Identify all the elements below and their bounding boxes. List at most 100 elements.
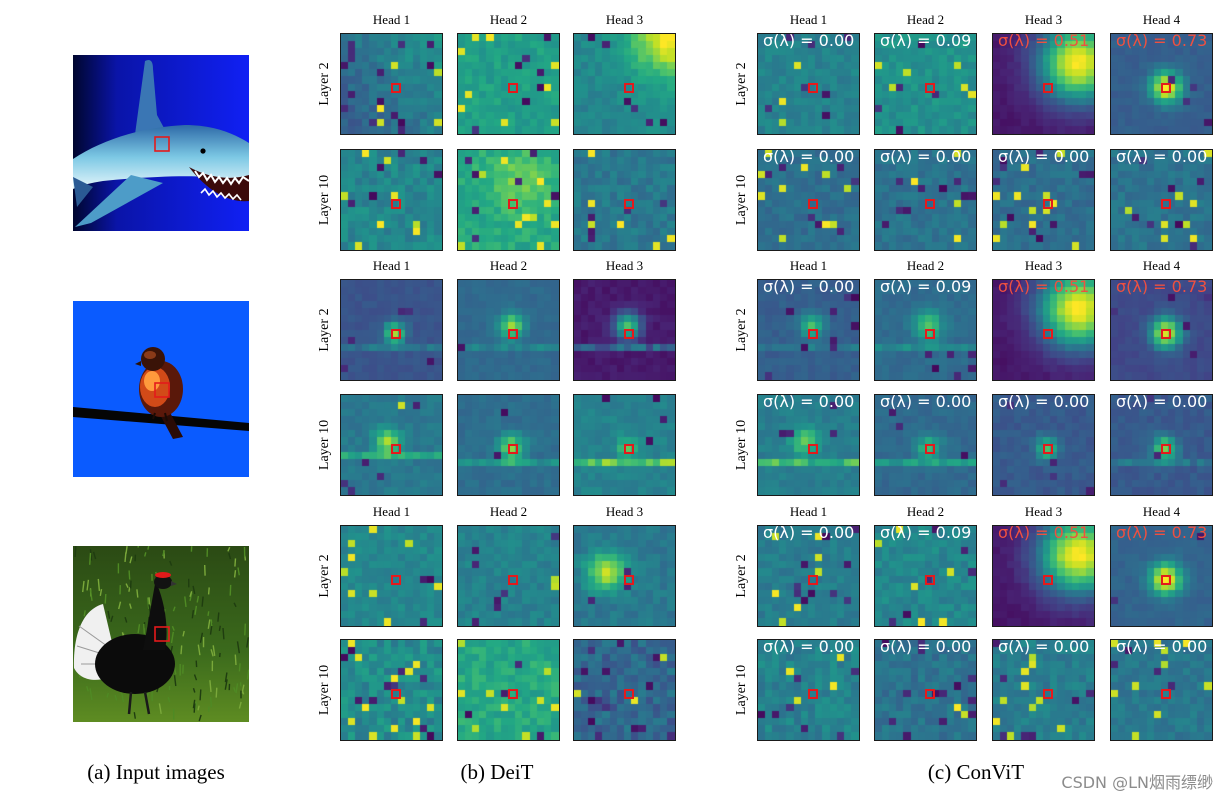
convit-attention-map (757, 394, 860, 496)
input-image-shark (73, 55, 249, 231)
convit-attention-map (757, 639, 860, 741)
query-marker (808, 83, 818, 93)
sigma-label: σ(λ) = 0.51 (998, 277, 1090, 296)
convit-attention-map (874, 33, 977, 135)
query-marker (391, 444, 401, 454)
query-marker (1043, 83, 1053, 93)
sigma-label: σ(λ) = 0.00 (880, 147, 972, 166)
head-label: Head 1 (372, 258, 411, 273)
deit-attention-map (573, 279, 676, 381)
sigma-label: σ(λ) = 0.00 (880, 637, 972, 656)
convit-attention-map (1110, 639, 1213, 741)
layer-label: Layer 10 (317, 664, 332, 716)
deit-attention-map (457, 394, 560, 496)
convit-attention-map (992, 639, 1095, 741)
head-label: Head 2 (906, 258, 945, 273)
query-marker (508, 444, 518, 454)
deit-attention-map (573, 639, 676, 741)
deit-attention-map (340, 279, 443, 381)
head-label: Head 2 (489, 12, 528, 27)
bird-image (73, 301, 249, 477)
sigma-label: σ(λ) = 0.00 (998, 147, 1090, 166)
deit-attention-map (457, 639, 560, 741)
head-label: Head 2 (906, 504, 945, 519)
query-marker (925, 329, 935, 339)
deit-attention-map (573, 394, 676, 496)
query-marker (1043, 329, 1053, 339)
query-marker (1161, 199, 1171, 209)
query-marker (624, 444, 634, 454)
query-marker (808, 575, 818, 585)
head-label: Head 1 (789, 12, 828, 27)
convit-attention-map (757, 525, 860, 627)
deit-attention-map (457, 279, 560, 381)
head-label: Head 4 (1142, 258, 1181, 273)
convit-attention-map (874, 525, 977, 627)
layer-label: Layer 10 (734, 664, 749, 716)
convit-attention-map (874, 394, 977, 496)
watermark: CSDN @LN烟雨缥缈 (1061, 773, 1213, 792)
head-label: Head 3 (1024, 258, 1063, 273)
convit-attention-map (874, 279, 977, 381)
input-image-grouse (73, 546, 249, 722)
query-marker (1043, 575, 1053, 585)
layer-label: Layer 10 (734, 419, 749, 471)
convit-attention-map (992, 279, 1095, 381)
query-marker (508, 329, 518, 339)
query-marker (1161, 329, 1171, 339)
head-label: Head 1 (372, 504, 411, 519)
query-marker (925, 444, 935, 454)
query-marker (1043, 689, 1053, 699)
query-marker (624, 83, 634, 93)
caption-convit: (c) ConViT (927, 760, 1025, 784)
head-label: Head 4 (1142, 12, 1181, 27)
sigma-label: σ(λ) = 0.00 (763, 637, 855, 656)
sigma-label: σ(λ) = 0.00 (763, 277, 855, 296)
sigma-label: σ(λ) = 0.09 (880, 31, 972, 50)
input-image-bird-on-wire (73, 301, 249, 477)
deit-attention-map (573, 33, 676, 135)
shark-image (73, 55, 249, 231)
query-marker (925, 575, 935, 585)
convit-attention-map (992, 394, 1095, 496)
query-marker (391, 199, 401, 209)
sigma-label: σ(λ) = 0.09 (880, 277, 972, 296)
head-label: Head 3 (605, 504, 644, 519)
deit-attention-map (573, 525, 676, 627)
query-marker (925, 83, 935, 93)
convit-attention-map (874, 639, 977, 741)
sigma-label: σ(λ) = 0.51 (998, 31, 1090, 50)
query-marker (508, 83, 518, 93)
convit-attention-map (757, 279, 860, 381)
layer-label: Layer 2 (734, 554, 749, 598)
convit-attention-map (992, 33, 1095, 135)
query-marker (624, 575, 634, 585)
query-marker (925, 689, 935, 699)
deit-attention-map (457, 525, 560, 627)
deit-attention-map (573, 149, 676, 251)
head-label: Head 1 (372, 12, 411, 27)
query-marker (1161, 444, 1171, 454)
deit-attention-map (457, 33, 560, 135)
head-label: Head 2 (489, 258, 528, 273)
sigma-label: σ(λ) = 0.73 (1116, 277, 1208, 296)
layer-label: Layer 10 (317, 174, 332, 226)
query-marker (508, 575, 518, 585)
head-label: Head 3 (1024, 504, 1063, 519)
sigma-label: σ(λ) = 0.00 (998, 392, 1090, 411)
deit-attention-map (340, 639, 443, 741)
head-label: Head 4 (1142, 504, 1181, 519)
query-marker (508, 199, 518, 209)
layer-label: Layer 2 (734, 308, 749, 352)
convit-attention-map (992, 525, 1095, 627)
query-marker (624, 689, 634, 699)
layer-label: Layer 2 (734, 62, 749, 106)
deit-attention-map (340, 149, 443, 251)
sigma-label: σ(λ) = 0.09 (880, 523, 972, 542)
convit-attention-map (757, 33, 860, 135)
sigma-label: σ(λ) = 0.00 (763, 147, 855, 166)
sigma-label: σ(λ) = 0.00 (998, 637, 1090, 656)
head-label: Head 3 (1024, 12, 1063, 27)
query-marker (1161, 689, 1171, 699)
sigma-label: σ(λ) = 0.00 (763, 392, 855, 411)
